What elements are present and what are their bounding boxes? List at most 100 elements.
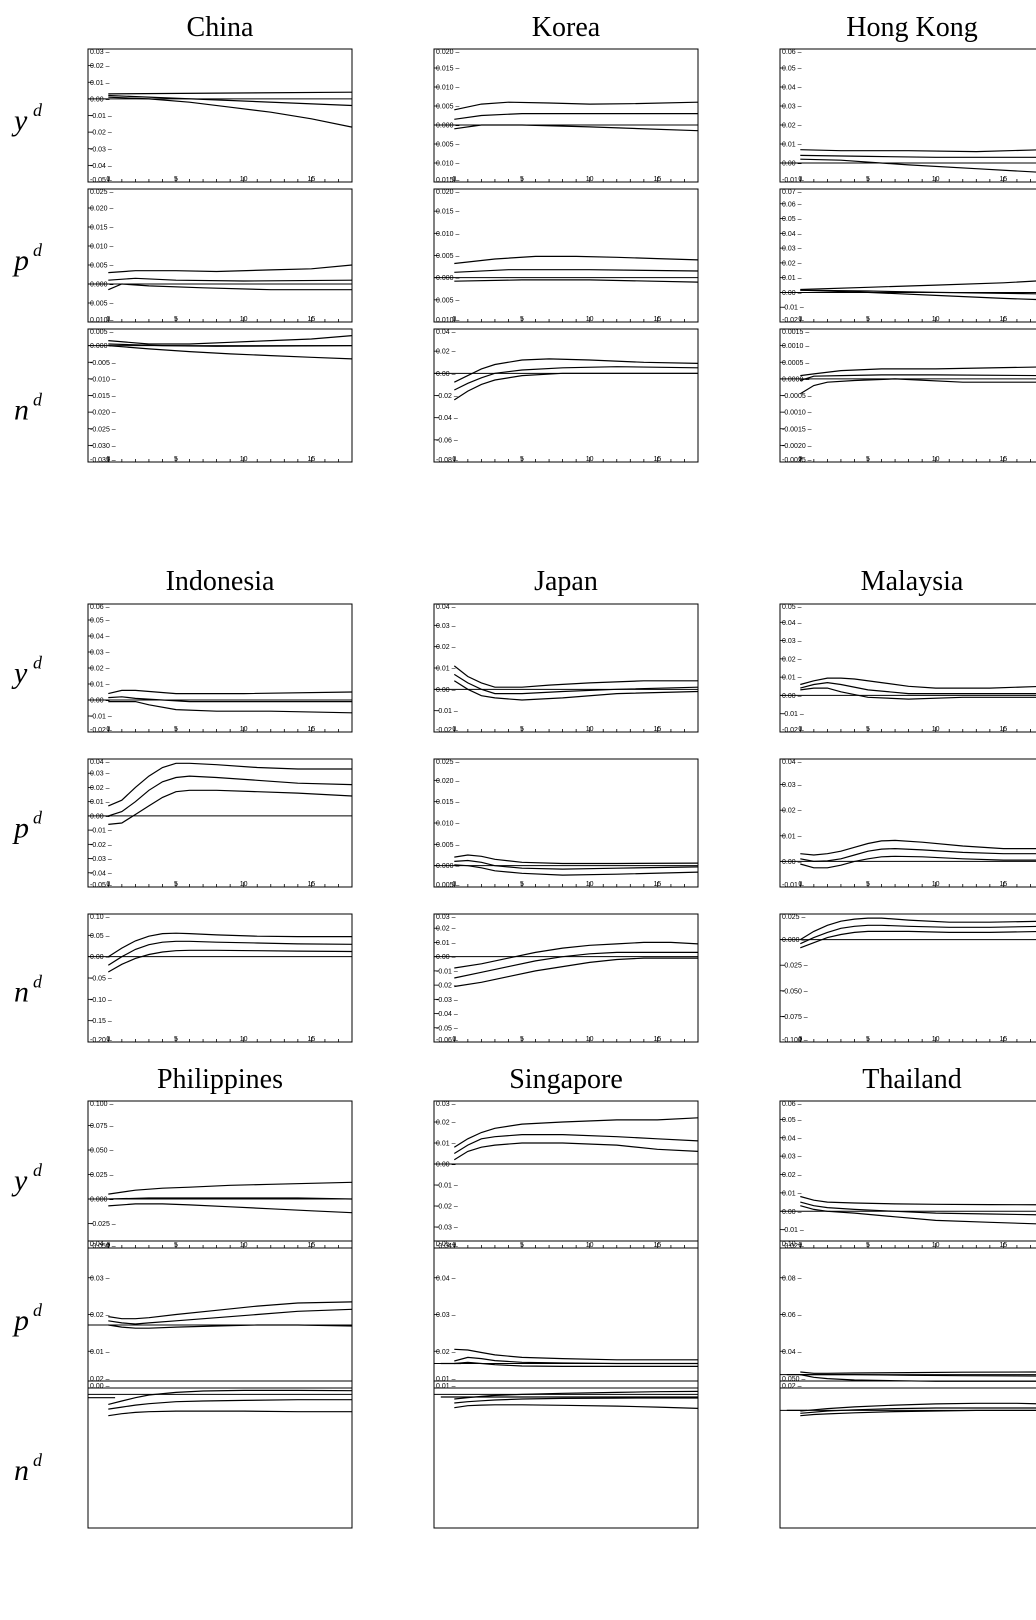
y-tick-label: -0.06 – xyxy=(436,437,458,444)
y-tick-label: -0.01 – xyxy=(782,305,804,312)
y-tick-label: -0.15 – xyxy=(90,1018,112,1025)
plot-frame xyxy=(779,188,1036,323)
y-tick-label: 0.01 – xyxy=(782,833,802,840)
row-label-superscript: d xyxy=(33,1450,43,1470)
y-tick-label: 0.01 – xyxy=(782,1190,802,1197)
response-line-1 xyxy=(454,854,699,865)
panel-malaysia-y: 0.05 – 0.04 – 0.03 – 0.02 – 0.01 – 0.00 – -0.0… xyxy=(779,603,1036,734)
response-line-3 xyxy=(108,1399,352,1410)
y-tick-label: -0.020 – xyxy=(90,410,116,417)
y-tick-label: -0.02 – xyxy=(436,1204,458,1211)
response-line-2 xyxy=(108,775,353,817)
y-tick-label: 0.01 – xyxy=(436,1383,456,1390)
x-tick-label: 5 xyxy=(174,881,178,888)
response-line-1 xyxy=(108,689,353,695)
panel-china-y: 0.03 – 0.02 – 0.01 – 0.00 – -0.01 – -0.02 – -0… xyxy=(87,48,353,184)
y-tick-label: -0.03 – xyxy=(90,146,112,153)
response-line-1 xyxy=(108,1181,353,1195)
x-tick-label: 0 xyxy=(452,1242,456,1249)
panel-singapore-n: 0.01 – xyxy=(433,1376,699,1529)
y-tick-label: 0.025 – xyxy=(90,189,113,196)
x-tick-label: 15 xyxy=(653,176,661,183)
x-tick-label: 10 xyxy=(240,1036,248,1043)
plot-frame xyxy=(779,328,1036,463)
y-tick-label: -0.03 – xyxy=(436,1225,458,1232)
row-label-variable: p xyxy=(12,244,29,277)
y-tick-label: 0.04 – xyxy=(782,85,802,92)
y-tick-label: 0.02 – xyxy=(436,926,456,933)
row-label-superscript: d xyxy=(33,971,43,991)
y-tick-label: 0.01 – xyxy=(436,1376,456,1383)
y-tick-label: -0.06 – xyxy=(436,1037,458,1044)
y-tick-label: 0.000 – xyxy=(90,282,113,289)
x-tick-label: 15 xyxy=(999,1242,1007,1249)
x-tick-label: 10 xyxy=(932,316,940,323)
x-tick-label: 15 xyxy=(307,726,315,733)
response-line-3 xyxy=(799,378,1036,395)
x-tick-label: 15 xyxy=(653,1036,661,1043)
y-tick-label: 0.06 – xyxy=(782,49,802,56)
x-tick-label: 15 xyxy=(999,456,1007,463)
y-tick-label: 0.00 – xyxy=(90,698,110,705)
y-tick-label: 0.020 – xyxy=(90,206,113,213)
plot-frame xyxy=(87,1100,353,1249)
y-tick-label: 0.0010 – xyxy=(782,343,809,350)
x-tick-label: 0 xyxy=(106,881,110,888)
response-line-3 xyxy=(800,289,1036,301)
response-line-3 xyxy=(800,687,1036,700)
row-label-variable: y xyxy=(11,656,28,689)
plot-frame xyxy=(779,758,1036,888)
y-tick-label: 0.04 – xyxy=(782,231,802,238)
y-tick-label: -0.015 – xyxy=(90,393,116,400)
response-line-1 xyxy=(108,762,352,807)
y-tick-label: 0.08 – xyxy=(782,1275,802,1282)
plot-frame xyxy=(779,1240,1036,1389)
y-tick-label: -0.02 – xyxy=(436,393,458,400)
panel-hong-kong-n: 0.0015 – 0.0010 – 0.0005 – 0.0000 – -0.0005 … xyxy=(779,328,1036,464)
y-tick-label: 0.02 – xyxy=(782,123,802,130)
response-line-4 xyxy=(454,1361,698,1368)
country-title-indonesia: Indonesia xyxy=(166,566,275,597)
x-tick-label: 10 xyxy=(586,316,594,323)
x-tick-label: 15 xyxy=(999,176,1007,183)
x-tick-label: 5 xyxy=(174,726,178,733)
y-tick-label: -0.20 – xyxy=(90,1037,112,1044)
response-line-3 xyxy=(108,1203,353,1214)
y-tick-label: -0.02 – xyxy=(782,317,804,324)
y-tick-label: 0.0015 – xyxy=(782,329,809,336)
plot-frame xyxy=(87,913,353,1043)
y-tick-label: -0.050 – xyxy=(782,988,808,995)
panel-korea-n: 0.04 – 0.02 – 0.00 – -0.02 – -0.04 – -0.06 – -… xyxy=(433,328,699,464)
y-tick-label: -0.050 – xyxy=(90,1243,116,1250)
x-tick-label: 5 xyxy=(520,176,524,183)
response-line-2 xyxy=(107,940,353,966)
y-tick-label: 0.010 – xyxy=(436,161,459,168)
response-line-4 xyxy=(800,1409,1036,1417)
y-tick-label: 0.01 – xyxy=(782,142,802,149)
y-tick-label: 0.04 – xyxy=(90,634,110,641)
x-tick-label: 10 xyxy=(932,726,940,733)
panel-indonesia-p: 0.04 – 0.03 – 0.02 – 0.01 – 0.00 – -0.01 – -0.… xyxy=(87,758,353,889)
y-tick-label: 0.04 – xyxy=(782,759,802,766)
y-tick-label: 0.100 – xyxy=(90,1101,113,1108)
y-tick-label: 0.03 – xyxy=(782,1154,802,1161)
x-tick-label: 0 xyxy=(798,1036,802,1043)
y-tick-label: -0.04 – xyxy=(90,870,112,877)
x-tick-label: 5 xyxy=(866,456,870,463)
panel-china-p: 0.025 – 0.020 – 0.015 – 0.010 – 0.005 – 0.000… xyxy=(87,188,353,324)
x-tick-label: 5 xyxy=(520,456,524,463)
y-tick-label: 0.06 – xyxy=(782,201,802,208)
y-tick-label: 0.01 – xyxy=(90,799,110,806)
response-line-3 xyxy=(108,700,353,714)
response-line-2 xyxy=(108,696,352,703)
response-line-3 xyxy=(454,1356,698,1365)
y-tick-label: -0.04 – xyxy=(436,1243,458,1250)
y-tick-label: -0.01 – xyxy=(436,708,458,715)
response-line-3 xyxy=(454,124,699,132)
y-tick-label: 0.04 – xyxy=(90,759,110,766)
response-line-3 xyxy=(453,1142,699,1161)
y-tick-label: -0.04 – xyxy=(90,163,112,170)
y-tick-label: 0.03 – xyxy=(436,623,456,630)
panel-singapore-p: 0.05 – 0.04 – 0.03 – 0.02 – 0.01 – xyxy=(433,1240,699,1390)
